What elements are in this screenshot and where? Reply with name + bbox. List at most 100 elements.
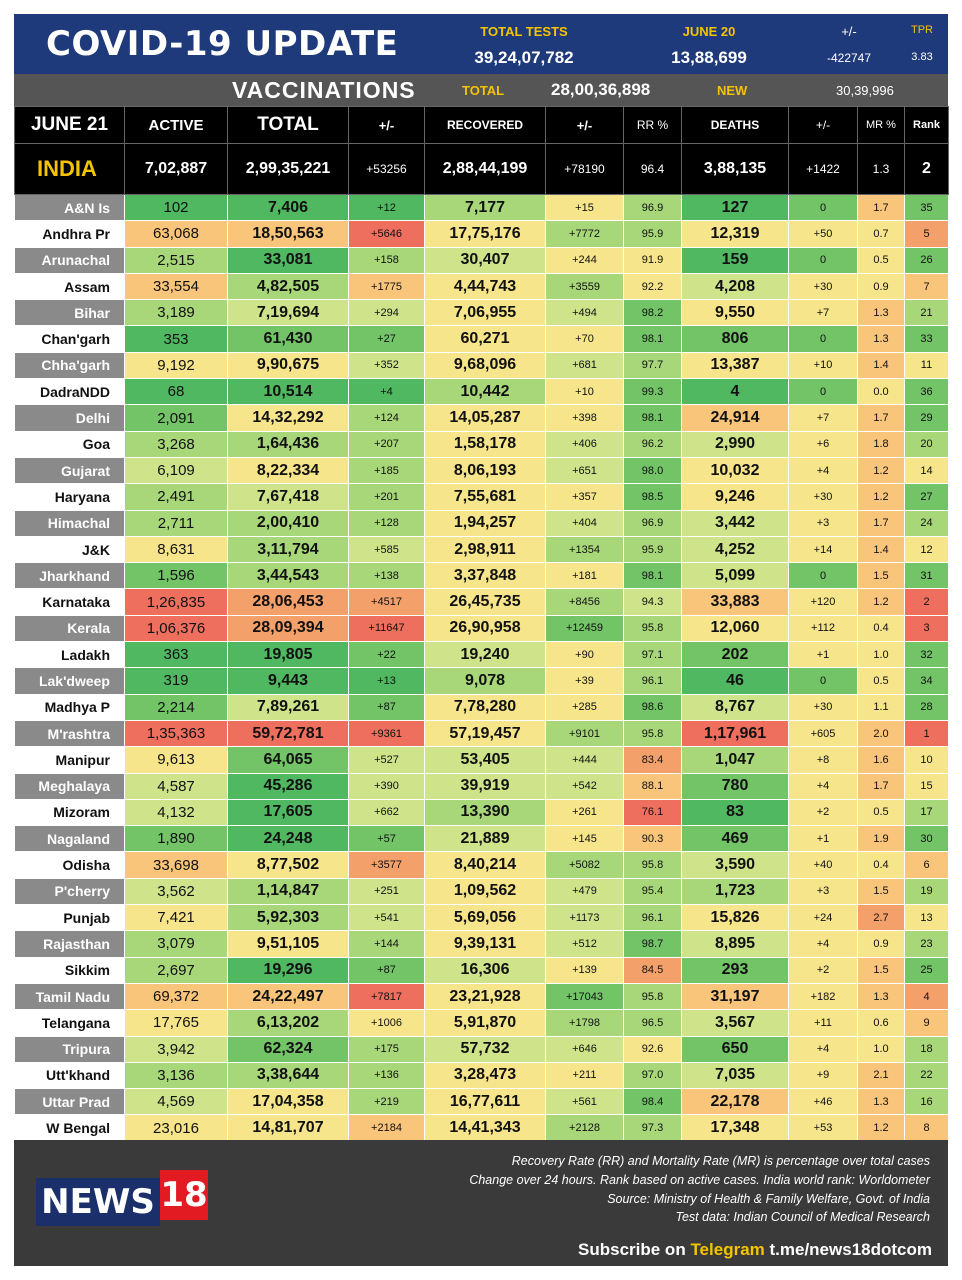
telegram-link[interactable]: t.me/news18dotcom <box>769 1240 933 1259</box>
table-row: Kerala 1,06,376 28,09,394 +11647 26,90,958 +1… <box>14 614 949 643</box>
cell-deaths: 780 <box>681 772 789 800</box>
cell-mr: 0.9 <box>857 272 905 301</box>
cell-active: 2,091 <box>124 404 228 432</box>
cell-total-change: +124 <box>348 404 425 432</box>
cell-deaths: 12,060 <box>681 614 789 643</box>
cell-deaths-change: 0 <box>788 325 858 353</box>
col-header-rank: Rank <box>904 106 949 144</box>
cell-total: 19,296 <box>227 956 349 984</box>
cell-deaths: 127 <box>681 193 789 222</box>
cell-recovered-change: +17043 <box>545 982 624 1011</box>
subscribe-prefix: Subscribe on <box>578 1240 686 1259</box>
cell-deaths-change: +2 <box>788 798 858 827</box>
cell-recovered: 3,37,848 <box>424 562 546 590</box>
cell-rank: 16 <box>904 1088 949 1116</box>
table-row: Meghalaya 4,587 45,286 +390 39,919 +542 88.1 78… <box>14 772 949 800</box>
cell-deaths-change: +14 <box>788 535 858 564</box>
cell-recovered: 21,889 <box>424 825 546 853</box>
subscribe-line: Subscribe on Telegram t.me/news18dotcom <box>578 1240 932 1260</box>
india-label: INDIA <box>14 143 125 195</box>
cell-rr: 88.1 <box>623 772 682 800</box>
date-value: 13,88,699 <box>671 48 747 67</box>
cell-mr: 1.3 <box>857 325 905 353</box>
cell-mr: 1.8 <box>857 430 905 458</box>
cell-recovered: 57,19,457 <box>424 719 546 748</box>
state-name: W Bengal <box>14 1114 125 1142</box>
cell-deaths-change: +7 <box>788 404 858 432</box>
footer-notes: Recovery Rate (RR) and Mortality Rate (M… <box>290 1152 930 1227</box>
cell-recovered: 7,78,280 <box>424 693 546 721</box>
state-name: Utt'khand <box>14 1061 125 1090</box>
state-name: Madhya P <box>14 693 125 721</box>
cell-total-change: +57 <box>348 825 425 853</box>
cell-active: 23,016 <box>124 1114 228 1142</box>
cell-rank: 1 <box>904 719 949 748</box>
cell-recovered: 7,06,955 <box>424 299 546 327</box>
page-title: COVID-19 UPDATE <box>46 24 399 64</box>
cell-deaths: 7,035 <box>681 1061 789 1090</box>
col-header-recovered: RECOVERED <box>424 106 546 144</box>
cell-deaths: 15,826 <box>681 904 789 932</box>
cell-mr: 1.7 <box>857 772 905 800</box>
cell-recovered: 5,91,870 <box>424 1009 546 1037</box>
cell-recovered: 10,442 <box>424 378 546 406</box>
cell-total: 61,430 <box>227 325 349 353</box>
cell-rr: 98.7 <box>623 930 682 958</box>
table-row: Odisha 33,698 8,77,502 +3577 8,40,214 +5082 95… <box>14 851 949 879</box>
table-row: Himachal 2,711 2,00,410 +128 1,94,257 +404 96.… <box>14 509 949 537</box>
cell-active: 2,491 <box>124 483 228 511</box>
cell-recovered-change: +181 <box>545 562 624 590</box>
cell-rr: 97.0 <box>623 1061 682 1090</box>
cell-mr: 0.0 <box>857 378 905 406</box>
date-label: JUNE 20 <box>682 24 736 39</box>
cell-recovered-change: +3559 <box>545 272 624 301</box>
cell-mr: 1.5 <box>857 877 905 906</box>
cell-rr: 95.8 <box>623 982 682 1011</box>
cell-deaths: 1,17,961 <box>681 719 789 748</box>
cell-rr: 98.6 <box>623 693 682 721</box>
cell-total: 1,64,436 <box>227 430 349 458</box>
cell-deaths: 8,767 <box>681 693 789 721</box>
cell-deaths-change: +30 <box>788 693 858 721</box>
cell-recovered: 26,45,735 <box>424 588 546 616</box>
cell-rr: 92.2 <box>623 272 682 301</box>
state-name: Telangana <box>14 1009 125 1037</box>
cell-rank: 20 <box>904 430 949 458</box>
cell-rr: 94.3 <box>623 588 682 616</box>
state-name: Uttar Prad <box>14 1088 125 1116</box>
cell-recovered-change: +398 <box>545 404 624 432</box>
cell-recovered: 9,078 <box>424 667 546 695</box>
col-header-deaths: DEATHS <box>681 106 789 144</box>
cell-deaths-change: 0 <box>788 378 858 406</box>
cell-active: 68 <box>124 378 228 406</box>
cell-recovered: 26,90,958 <box>424 614 546 643</box>
vaccinations-new-label: NEW <box>717 83 748 98</box>
cell-active: 33,554 <box>124 272 228 301</box>
cell-total: 24,22,497 <box>227 982 349 1011</box>
table-row: Madhya P 2,214 7,89,261 +87 7,78,280 +285 98.6… <box>14 693 949 721</box>
cell-deaths: 8,895 <box>681 930 789 958</box>
col-header-total-change: +/- <box>348 106 425 144</box>
cell-total-change: +136 <box>348 1061 425 1090</box>
cell-rr: 97.3 <box>623 1114 682 1142</box>
cell-total: 9,51,105 <box>227 930 349 958</box>
total-tests-label: TOTAL TESTS <box>480 24 568 39</box>
col-header-active: ACTIVE <box>124 106 228 144</box>
cell-recovered-change: +90 <box>545 641 624 669</box>
cell-active: 3,268 <box>124 430 228 458</box>
india-recovered-change: +78190 <box>545 143 624 195</box>
cell-deaths: 4 <box>681 378 789 406</box>
cell-rank: 34 <box>904 667 949 695</box>
cell-total-change: +87 <box>348 693 425 721</box>
cell-mr: 1.4 <box>857 351 905 380</box>
india-deaths-change: +1422 <box>788 143 858 195</box>
telegram-label: Telegram <box>690 1240 765 1259</box>
cell-total-change: +4517 <box>348 588 425 616</box>
table-row: Mizoram 4,132 17,605 +662 13,390 +261 76.1 83 +2… <box>14 798 949 827</box>
state-name: Assam <box>14 272 125 301</box>
cell-active: 3,562 <box>124 877 228 906</box>
india-deaths: 3,88,135 <box>681 143 789 195</box>
cell-total: 1,14,847 <box>227 877 349 906</box>
table-row: Nagaland 1,890 24,248 +57 21,889 +145 90.3 469 +… <box>14 825 949 853</box>
cell-total: 59,72,781 <box>227 719 349 748</box>
